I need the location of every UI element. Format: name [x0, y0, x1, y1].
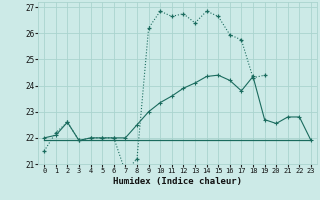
X-axis label: Humidex (Indice chaleur): Humidex (Indice chaleur): [113, 177, 242, 186]
